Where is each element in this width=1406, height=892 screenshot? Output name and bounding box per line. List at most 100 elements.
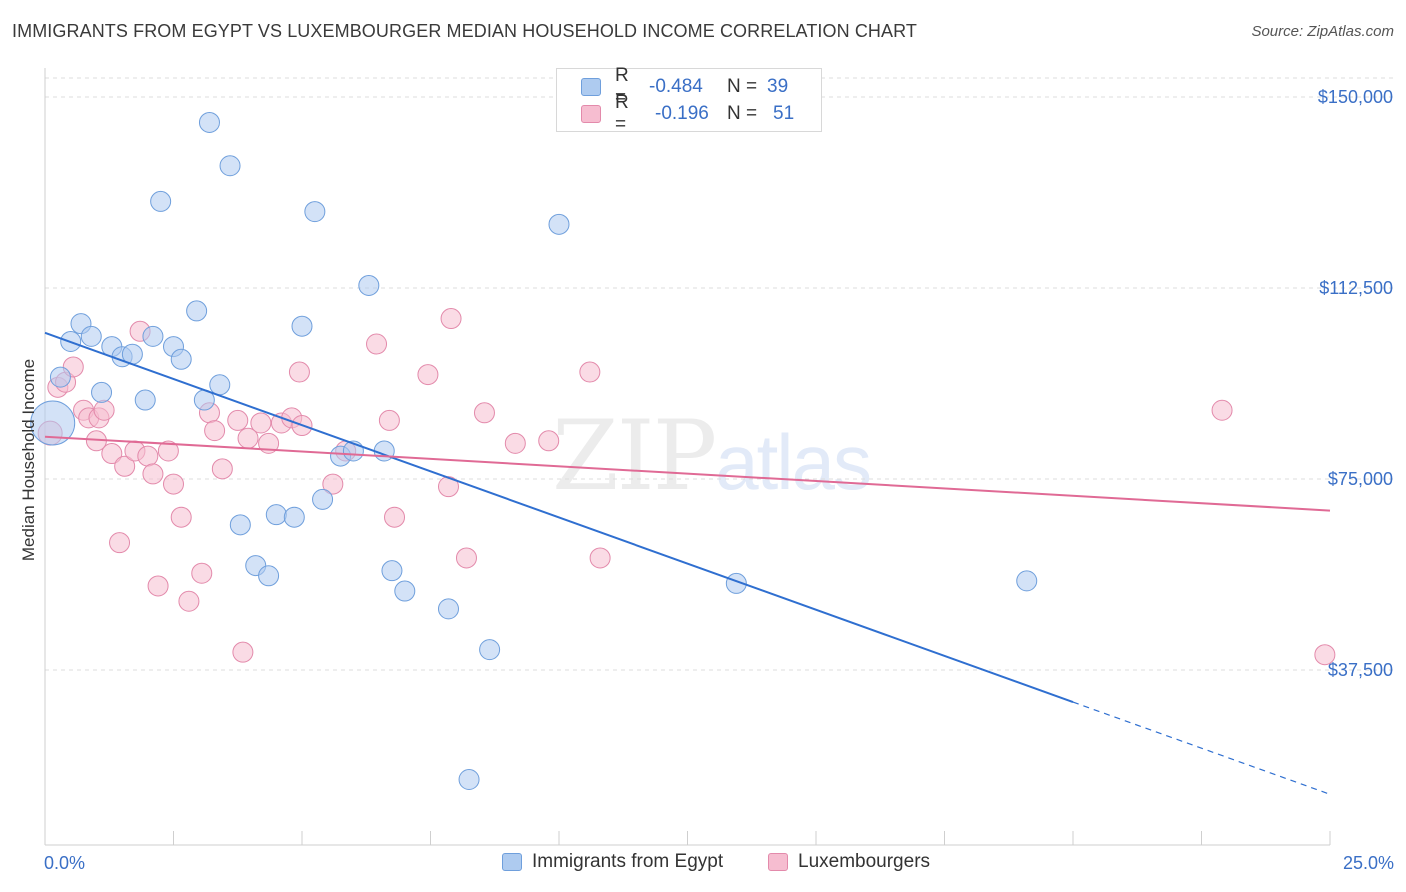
watermark-zip: ZIP [552,400,717,512]
egypt-point [198,111,220,133]
lux-point [191,562,213,584]
watermark: ZIPatlas [552,400,872,512]
source-label: Source: ZipAtlas.com [1251,23,1394,40]
axes [44,68,1331,846]
egypt-legend-swatch [502,853,522,871]
legend-row-lux: R = -0.196 N = 51 [581,92,795,135]
tick-labels: $37,500 $75,000 $112,500 $150,000 0.0% 25.0% [44,87,1394,873]
y-axis-title: Median Household Income [19,359,38,561]
lux-point [366,333,388,355]
watermark-atlas: atlas [715,418,872,506]
lux-point [384,506,406,528]
r-value: -0.196 [655,103,709,124]
lux-point [114,455,136,477]
y-tick-label: $112,500 [1319,278,1393,298]
grid-lines [45,77,1395,671]
egypt-point [283,506,305,528]
egypt-point [358,274,380,296]
n-label: N = [727,76,758,97]
lux-point [250,412,272,434]
egypt-point [30,400,76,446]
lux-point [417,364,439,386]
lux-swatch [581,105,601,123]
lux-point [589,547,611,569]
data-points [30,111,1336,791]
egypt-point [437,598,459,620]
egypt-point [49,366,71,388]
trend-lines [44,331,1331,795]
lux-point [227,409,249,431]
legend-label-lux: Luxembourgers [798,851,931,872]
chart-title: IMMIGRANTS FROM EGYPT VS LUXEMBOURGER ME… [12,21,917,41]
y-tick-label: $75,000 [1328,469,1393,489]
lux-point [204,420,226,442]
egypt-point [381,560,403,582]
egypt-point [209,374,231,396]
egypt-point [304,201,326,223]
y-tick-label: $37,500 [1328,660,1393,680]
n-label: N = [727,103,758,124]
legend-item-lux: Luxembourgers [768,851,930,873]
y-tick-label: $150,000 [1318,87,1393,107]
egypt-point [186,300,208,322]
lux-point [178,590,200,612]
egypt-point [458,769,480,791]
r-label: R = [615,92,629,135]
egypt-point [80,325,102,347]
lux-point [1314,644,1336,666]
egypt-trend-line [44,331,1074,704]
x-tick-label: 0.0% [44,853,85,873]
lux-point [378,409,400,431]
egypt-point [150,190,172,212]
lux-point [232,641,254,663]
egypt-point [1016,570,1038,592]
legend-row-egypt: R = -0.484 N = 39 [581,65,789,108]
x-tick-label: 25.0% [1343,853,1394,873]
egypt-swatch [581,78,601,96]
egypt-point [479,639,501,661]
lux-point [157,440,179,462]
egypt-point [258,565,280,587]
lux-point [109,532,131,554]
egypt-point [265,504,287,526]
correlation-legend: R = -0.484 N = 39 R = -0.196 N = 51 [556,65,822,135]
legend-item-egypt: Immigrants from Egypt [502,851,723,873]
lux-point [504,432,526,454]
lux-point [288,361,310,383]
lux-point [579,361,601,383]
egypt-point [142,325,164,347]
egypt-point [170,348,192,370]
egypt-point [229,514,251,536]
lux-point [440,308,462,330]
lux-point [1211,399,1233,421]
egypt-point [91,381,113,403]
lux-point [163,473,184,495]
lux-point [142,463,164,485]
lux-legend-swatch [768,853,788,871]
egypt-point [291,315,313,337]
legend-label-egypt: Immigrants from Egypt [532,851,724,872]
lux-point [170,506,192,528]
lux-point [538,430,560,452]
egypt-point [312,488,334,510]
n-value: 39 [767,76,789,97]
lux-point [322,473,344,495]
lux-point [147,575,169,597]
lux-point [101,443,123,465]
lux-point [437,476,459,498]
egypt-point [134,389,156,411]
egypt-point [548,213,570,235]
lux-point [93,399,115,421]
egypt-trend-extension [1072,701,1331,795]
lux-trend-line [44,435,1331,512]
r-label: R = [615,65,629,108]
lux-point [137,445,159,467]
lux-point [473,402,495,424]
n-value: 51 [773,103,795,124]
egypt-point [219,155,241,177]
egypt-point [394,580,416,602]
lux-point [455,547,477,569]
lux-point [211,458,233,480]
r-value: -0.484 [649,76,703,97]
